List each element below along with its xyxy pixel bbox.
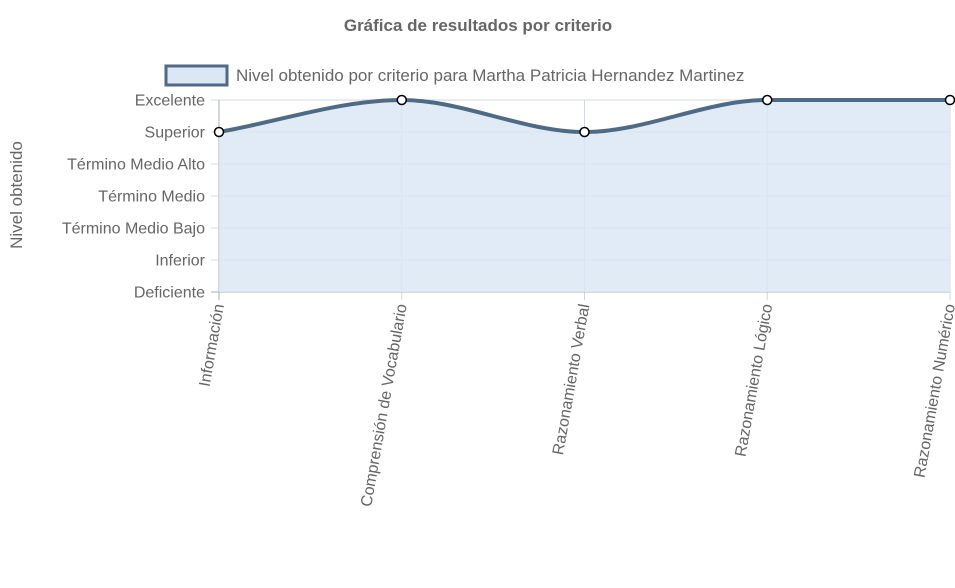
- legend[interactable]: Nivel obtenido por criterio para Martha …: [164, 64, 744, 87]
- legend-label[interactable]: Nivel obtenido por criterio para Martha …: [236, 66, 744, 85]
- y-tick-label: Excelente: [135, 93, 205, 110]
- y-tick-label: Término Medio Alto: [67, 157, 205, 174]
- chart-title: Gráfica de resultados por criterio: [344, 16, 612, 35]
- data-point[interactable]: Comprensión de Vocabulario: Excelente: [396, 94, 407, 106]
- series-area-fill: [219, 100, 950, 292]
- legend-swatch[interactable]: [164, 64, 229, 87]
- data-point[interactable]: Información: Superior: [213, 126, 225, 138]
- y-axis-title: Nivel obtenido: [7, 141, 26, 249]
- y-tick-labels: Deficiente Inferior Término Medio Bajo Térm…: [62, 93, 206, 302]
- y-tick-label: Inferior: [155, 253, 205, 270]
- x-tick-label: Comprensión de Vocabulario: [358, 303, 410, 508]
- y-tick-label: Superior: [145, 125, 206, 142]
- x-tick-label: Razonamiento Lógico: [733, 303, 777, 458]
- x-tick-labels: Información Comprensión de Vocabulario Raz…: [197, 303, 955, 508]
- x-tick-label: Información: [197, 303, 228, 388]
- data-point[interactable]: Razonamiento Numérico: Excelente: [944, 94, 955, 106]
- data-points: Información: Superior Comprensión de Voca…: [213, 94, 955, 138]
- y-tick-label: Término Medio: [98, 189, 205, 206]
- y-tick-label: Término Medio Bajo: [62, 221, 205, 238]
- data-point[interactable]: Razonamiento Lógico: Excelente: [762, 94, 773, 106]
- x-tick-label: Razonamiento Verbal: [550, 303, 593, 457]
- data-point[interactable]: Razonamiento Verbal: Superior: [579, 126, 590, 138]
- x-tick-label: Razonamiento Numérico: [912, 303, 955, 479]
- y-tick-label: Deficiente: [134, 285, 205, 302]
- area-fill-layer: [219, 100, 950, 292]
